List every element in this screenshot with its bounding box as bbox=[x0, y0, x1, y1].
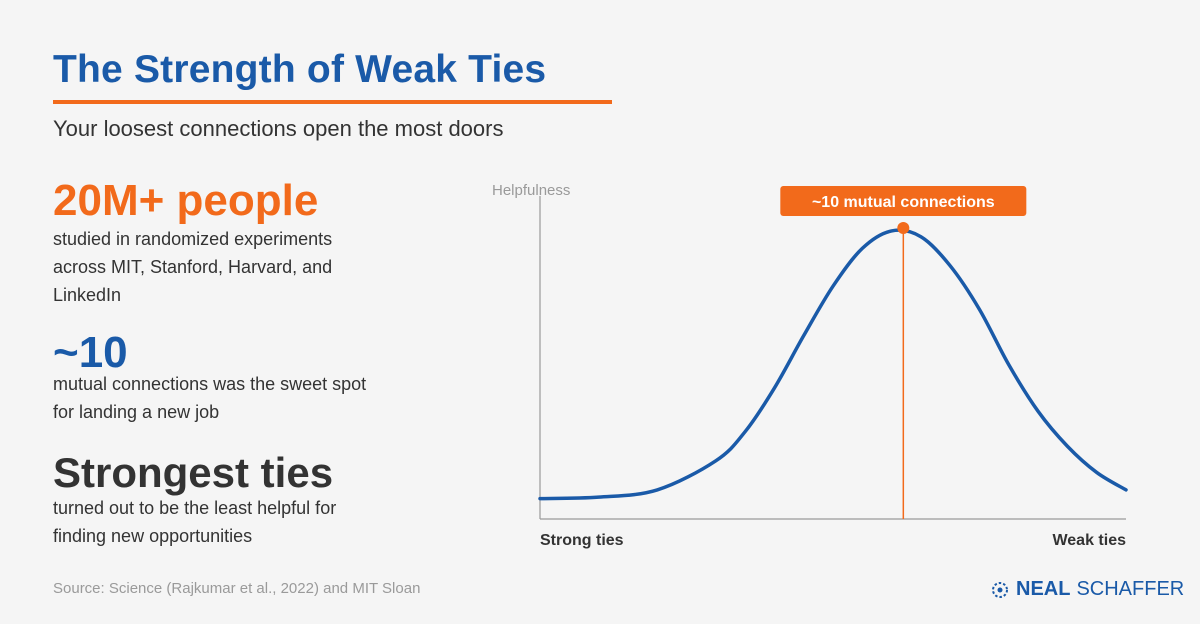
title-underline bbox=[53, 100, 612, 104]
peak-marker bbox=[897, 222, 910, 234]
stat-strongest-value: Strongest ties bbox=[53, 449, 334, 496]
stat-people-line: across MIT, Stanford, Harvard, and bbox=[53, 257, 333, 277]
peak-label-box bbox=[780, 186, 1027, 216]
x-tick-label-weak: Weak ties bbox=[1052, 532, 1126, 549]
stat-strongest-line: finding new opportunities bbox=[53, 526, 253, 546]
brand-logo: NEAL SCHAFFER bbox=[990, 578, 1184, 601]
x-tick-label-strong: Strong ties bbox=[540, 532, 624, 549]
stat-people-line: studied in randomized experiments bbox=[53, 229, 333, 249]
helpfulness-chart: Helpfulness Strong ties Weak ties ~10 mutua… bbox=[492, 182, 1128, 549]
page-title: The Strength of Weak Ties bbox=[53, 48, 547, 91]
stat-people-value: 20M+ people bbox=[53, 176, 319, 225]
stat-people-description: studied in randomized experiments across… bbox=[53, 225, 413, 309]
brand-name-second: SCHAFFER bbox=[1076, 578, 1185, 600]
stat-strongest-line: turned out to be the least helpful for bbox=[53, 498, 337, 518]
network-logo-icon bbox=[992, 581, 1008, 598]
stat-mutual-line: for landing a new job bbox=[53, 402, 220, 422]
stat-mutual-value: ~10 bbox=[53, 328, 128, 377]
stat-mutual-description: mutual connections was the sweet spot fo… bbox=[53, 370, 413, 426]
stat-strongest-description: turned out to be the least helpful for f… bbox=[53, 494, 413, 550]
helpfulness-curve bbox=[538, 228, 1128, 501]
source-note: Source: Science (Rajkumar et al., 2022) … bbox=[53, 580, 421, 597]
y-axis-label: Helpfulness bbox=[492, 182, 570, 199]
stat-people-line: LinkedIn bbox=[53, 285, 122, 305]
stat-mutual-line: mutual connections was the sweet spot bbox=[53, 374, 367, 394]
peak-label: ~10 mutual connections bbox=[812, 194, 995, 211]
brand-name-first: NEAL bbox=[1016, 578, 1071, 600]
page-subtitle: Your loosest connections open the most d… bbox=[53, 116, 504, 141]
